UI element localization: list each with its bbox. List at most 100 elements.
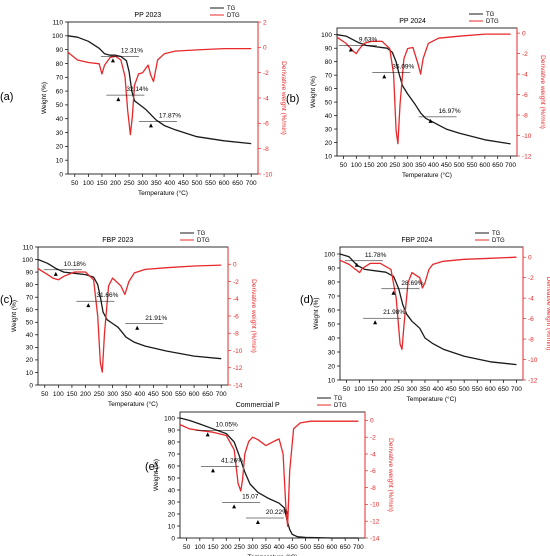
annotation-arrow <box>255 520 260 524</box>
annotation-label: 11.78% <box>365 252 387 259</box>
y-axis-title: Weight (%) <box>11 300 18 332</box>
annotation-label: 20.22% <box>266 509 288 516</box>
y2-tick-label: -12 <box>370 519 380 526</box>
y-tick-label: 80 <box>168 439 176 446</box>
series-line-tg <box>339 253 517 366</box>
y-tick-label: 20 <box>325 140 333 147</box>
y-tick-label: 100 <box>164 415 175 422</box>
annotation-label: 21.91% <box>145 315 167 322</box>
x-tick-label: 650 <box>202 391 213 398</box>
y2-tick-label: -2 <box>233 279 239 286</box>
panel-title: Commercial P <box>236 402 280 409</box>
y2-tick-label: -14 <box>233 382 243 389</box>
x-tick-label: 350 <box>415 162 426 169</box>
x-tick-label: 550 <box>313 544 324 551</box>
annotation-arrow <box>86 303 91 308</box>
x-tick-label: 700 <box>216 391 227 398</box>
y-tick-label: 40 <box>26 332 34 339</box>
y-tick-label: 40 <box>56 116 64 123</box>
x-axis-title: Temperature (°C) <box>108 400 158 408</box>
x-tick-label: 350 <box>420 386 431 393</box>
y2-tick-label: -2 <box>522 51 528 58</box>
x-tick-label: 300 <box>137 180 148 187</box>
annotation-arrow <box>210 468 215 473</box>
x-tick-label: 150 <box>208 544 219 551</box>
x-tick-label: 200 <box>80 391 91 398</box>
x-tick-label: 500 <box>300 544 311 551</box>
y-axis-title: Weight (%) <box>41 82 48 114</box>
y-tick-label: 100 <box>321 32 332 39</box>
y2-tick-label: -6 <box>522 92 528 99</box>
legend-label-tg: TG <box>492 231 501 237</box>
y-tick-label: 10 <box>26 370 34 377</box>
legend-label-tg: TG <box>197 231 206 237</box>
x-tick-label: 200 <box>110 180 121 187</box>
y2-tick-label: -10 <box>263 171 273 178</box>
annotation-arrow <box>348 47 353 52</box>
x-tick-label: 250 <box>124 180 135 187</box>
y2-tick-label: -8 <box>263 146 269 153</box>
x-tick-label: 450 <box>441 162 452 169</box>
x-tick-label: 100 <box>53 391 64 398</box>
y-tick-label: 100 <box>22 257 33 264</box>
annotation-label: 41.26% <box>221 457 243 464</box>
panel-label: (c) <box>0 294 13 306</box>
x-tick-label: 450 <box>148 391 159 398</box>
x-tick-label: 50 <box>71 180 79 187</box>
annotation-arrow <box>110 58 115 63</box>
y-tick-label: 60 <box>168 463 176 470</box>
y-tick-label: 100 <box>324 251 335 258</box>
panel-5: 50 100 150 200 250 300 350 400 450 500 550 600 650 70… <box>145 396 394 556</box>
annotation-arrow <box>135 325 140 330</box>
y-tick-label: 40 <box>325 113 333 120</box>
y2-tick-label: 0 <box>263 45 267 52</box>
y2-tick-label: 0 <box>528 255 532 262</box>
x-tick-label: 550 <box>467 162 478 169</box>
x-tick-label: 450 <box>178 180 189 187</box>
y-tick-label: 40 <box>168 487 176 494</box>
legend-label-tg: TG <box>227 6 236 12</box>
y2-axis-title: Derivative weight (%/min) <box>545 277 550 351</box>
series-line-dtg <box>336 33 511 145</box>
x-axis-title: Temperature (°C) <box>138 189 188 197</box>
y2-tick-label: -10 <box>233 348 243 355</box>
panel-2: 50 100 150 200 250 300 350 400 450 500 550 600 650 70… <box>286 12 546 179</box>
annotation-label: 28.69% <box>401 280 423 287</box>
legend-label-dtg: DTG <box>197 238 210 244</box>
annotation-label: 15.07 <box>242 493 259 500</box>
y2-tick-label: -2 <box>263 70 269 77</box>
x-tick-label: 100 <box>83 180 94 187</box>
y-tick-label: 50 <box>325 99 333 106</box>
y-tick-label: 30 <box>56 130 64 137</box>
y2-tick-label: -4 <box>522 71 528 78</box>
x-tick-label: 550 <box>472 386 483 393</box>
y-tick-label: 80 <box>56 61 64 68</box>
x-tick-label: 300 <box>402 162 413 169</box>
x-tick-label: 450 <box>287 544 298 551</box>
x-tick-label: 650 <box>340 544 351 551</box>
y-tick-label: 60 <box>26 307 34 314</box>
panel-title: PP 2024 <box>399 18 426 25</box>
annotation-arrow <box>232 504 237 509</box>
y-tick-label: 0 <box>59 171 63 178</box>
x-tick-label: 550 <box>205 180 216 187</box>
legend-label-tg: TG <box>486 12 495 18</box>
y2-tick-label: 0 <box>233 262 237 269</box>
panel-label: (b) <box>286 93 299 105</box>
x-tick-label: 150 <box>66 391 77 398</box>
x-tick-label: 450 <box>446 386 457 393</box>
annotation-label: 21.98% <box>383 309 405 316</box>
legend-label-dtg: DTG <box>334 403 347 409</box>
x-tick-label: 50 <box>343 386 351 393</box>
y2-tick-label: -4 <box>233 296 239 303</box>
y2-tick-label: -12 <box>522 153 532 160</box>
y-tick-label: 10 <box>168 523 176 530</box>
annotation-label: 17.87% <box>159 112 181 119</box>
x-tick-label: 700 <box>353 544 364 551</box>
y2-tick-label: -2 <box>370 435 376 442</box>
y2-tick-label: -6 <box>370 468 376 475</box>
annotation-label: 10.18% <box>64 261 86 268</box>
